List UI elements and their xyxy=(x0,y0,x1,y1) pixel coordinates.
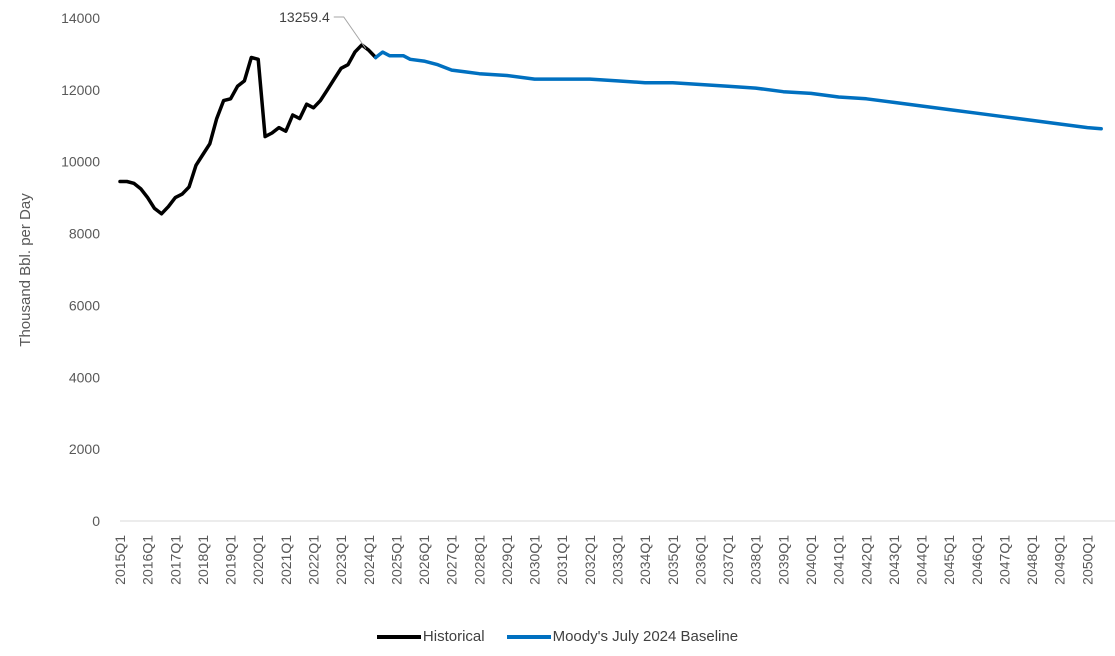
x-tick-label: 2039Q1 xyxy=(775,535,791,585)
x-tick-label: 2018Q1 xyxy=(195,535,211,585)
x-tick-label: 2046Q1 xyxy=(969,535,985,585)
y-tick-label: 8000 xyxy=(69,226,100,242)
legend-label-historical: Historical xyxy=(422,628,485,645)
x-tick-label: 2035Q1 xyxy=(665,535,681,585)
x-tick-label: 2029Q1 xyxy=(499,535,515,585)
y-axis-title: Thousand Bbl. per Day xyxy=(17,193,34,347)
x-tick-label: 2049Q1 xyxy=(1052,535,1068,585)
x-tick-label: 2027Q1 xyxy=(444,535,460,585)
y-tick-label: 0 xyxy=(92,513,100,529)
x-tick-label: 2044Q1 xyxy=(914,535,930,585)
x-tick-label: 2025Q1 xyxy=(388,535,404,585)
x-tick-label: 2037Q1 xyxy=(720,535,736,585)
y-tick-label: 2000 xyxy=(69,441,100,457)
series-line-baseline xyxy=(373,50,1103,131)
x-tick-label: 2015Q1 xyxy=(112,535,128,585)
x-tick-label: 2020Q1 xyxy=(250,535,266,585)
x-tick-label: 2028Q1 xyxy=(471,535,487,585)
x-tick-label: 2021Q1 xyxy=(278,535,294,585)
x-tick-label: 2016Q1 xyxy=(140,535,156,585)
x-tick-label: 2034Q1 xyxy=(637,535,653,585)
x-tick-label: 2032Q1 xyxy=(582,535,598,585)
legend-item-historical: Historical xyxy=(376,628,485,645)
y-tick-label: 14000 xyxy=(61,10,100,26)
x-tick-label: 2036Q1 xyxy=(692,535,708,585)
x-tick-label: 2050Q1 xyxy=(1079,535,1095,585)
x-tick-label: 2031Q1 xyxy=(554,535,570,585)
x-tick-label: 2041Q1 xyxy=(831,535,847,585)
x-tick-label: 2045Q1 xyxy=(941,535,957,585)
y-axis: 0 2000 4000 6000 8000 10000 12000 14000 xyxy=(61,10,100,529)
x-tick-label: 2022Q1 xyxy=(305,535,321,585)
x-tick-label: 2047Q1 xyxy=(996,535,1012,585)
x-tick-label: 2026Q1 xyxy=(416,535,432,585)
x-tick-label: 2019Q1 xyxy=(223,535,239,585)
series-line-historical xyxy=(118,43,378,216)
x-tick-label: 2017Q1 xyxy=(167,535,183,585)
y-tick-label: 10000 xyxy=(61,154,100,170)
legend-label-baseline: Moody's July 2024 Baseline xyxy=(552,628,739,645)
annotation-label: 13259.4 xyxy=(279,9,330,25)
legend-swatch-historical xyxy=(376,634,421,639)
legend: Historical Moody's July 2024 Baseline xyxy=(0,628,1115,645)
y-tick-label: 4000 xyxy=(69,369,100,385)
x-tick-label: 2038Q1 xyxy=(748,535,764,585)
legend-swatch-baseline xyxy=(506,634,551,639)
annotation-leader xyxy=(333,16,367,49)
x-axis: 2015Q1 2016Q1 2017Q1 2018Q1 2019Q1 2020Q1 2021… xyxy=(112,520,1115,585)
y-tick-label: 12000 xyxy=(61,82,100,98)
x-tick-label: 2024Q1 xyxy=(361,535,377,585)
x-tick-label: 2030Q1 xyxy=(527,535,543,585)
y-tick-label: 6000 xyxy=(69,297,100,313)
x-tick-label: 2040Q1 xyxy=(803,535,819,585)
x-tick-label: 2048Q1 xyxy=(1024,535,1040,585)
x-tick-label: 2023Q1 xyxy=(333,535,349,585)
x-tick-label: 2043Q1 xyxy=(886,535,902,585)
series-layer xyxy=(118,43,1103,216)
x-tick-label: 2042Q1 xyxy=(858,535,874,585)
annotation-layer: 13259.4 xyxy=(279,9,367,49)
x-tick-label: 2033Q1 xyxy=(610,535,626,585)
legend-item-baseline: Moody's July 2024 Baseline xyxy=(506,628,739,645)
